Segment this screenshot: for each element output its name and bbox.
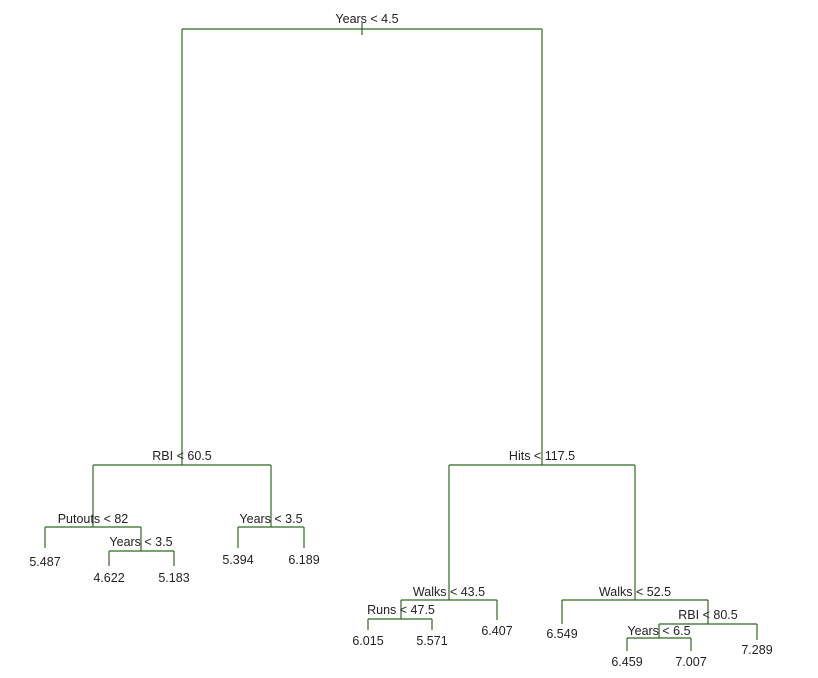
leaf-value: 6.407: [481, 624, 512, 638]
leaf-value: 7.007: [675, 655, 706, 669]
leaf-value: 6.015: [352, 634, 383, 648]
split-label-hits: Hits < 117.5: [509, 449, 575, 463]
leaf-value: 6.459: [611, 655, 642, 669]
leaf-value: 5.394: [222, 553, 253, 567]
split-labels: Years < 4.5 RBI < 60.5 Putouts < 82 Year…: [58, 12, 738, 638]
leaf-value: 4.622: [93, 571, 124, 585]
tree-branches: [44, 23, 758, 651]
leaf-value: 6.549: [546, 627, 577, 641]
leaf-values: 5.487 4.622 5.183 5.394 6.189 6.015 5.57…: [29, 553, 772, 669]
split-label-walks-435: Walks < 43.5: [413, 585, 485, 599]
leaf-value: 7.289: [741, 643, 772, 657]
leaf-value: 5.487: [29, 555, 60, 569]
leaf-value: 6.189: [288, 553, 319, 567]
split-label-root: Years < 4.5: [335, 12, 398, 26]
leaf-value: 5.571: [416, 634, 447, 648]
split-label-years-35-left: Years < 3.5: [109, 535, 172, 549]
split-label-years-65: Years < 6.5: [627, 624, 690, 638]
split-label-runs: Runs < 47.5: [367, 603, 435, 617]
split-label-walks-525: Walks < 52.5: [599, 585, 671, 599]
leaf-value: 5.183: [158, 571, 189, 585]
split-label-years-35-right: Years < 3.5: [239, 512, 302, 526]
split-label-rbi-80: RBI < 80.5: [678, 608, 737, 622]
split-label-putouts: Putouts < 82: [58, 512, 129, 526]
split-label-rbi-60: RBI < 60.5: [152, 449, 211, 463]
